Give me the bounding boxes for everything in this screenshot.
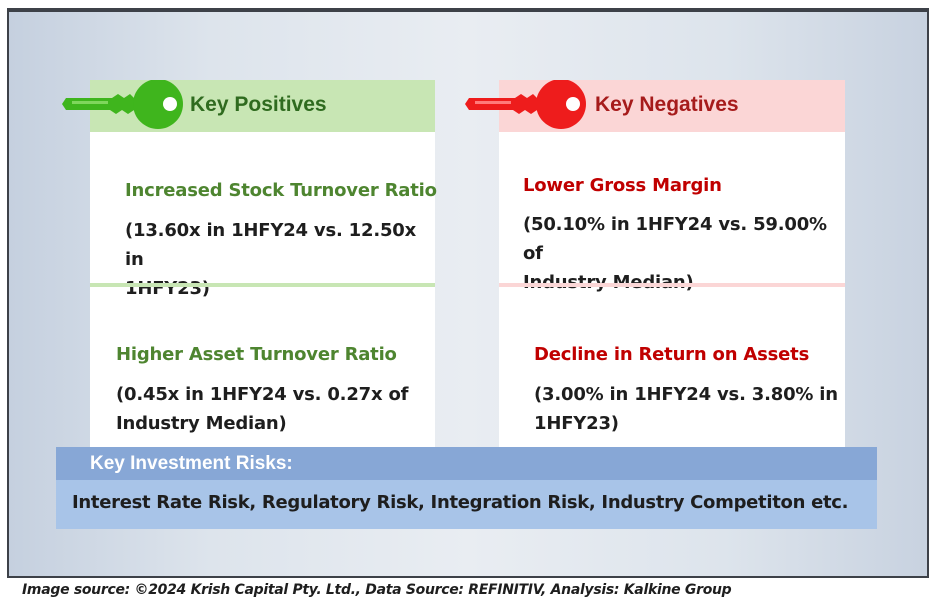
positives-divider — [90, 283, 435, 287]
risks-text: Interest Rate Risk, Regulatory Risk, Int… — [72, 492, 849, 513]
risks-title: Key Investment Risks: — [90, 453, 293, 474]
image-source-caption: Image source: ©2024 Krish Capital Pty. L… — [22, 582, 732, 598]
red-key-icon — [465, 80, 586, 129]
key-positives-title: Key Positives — [190, 93, 327, 116]
negative-item-detail: (50.10% in 1HFY24 vs. 59.00% of Industry… — [523, 214, 827, 293]
negatives-divider — [499, 283, 845, 287]
green-key-icon — [62, 80, 183, 129]
positive-item-title: Increased Stock Turnover Ratio — [125, 180, 437, 201]
positive-item-title: Higher Asset Turnover Ratio — [116, 344, 397, 365]
key-negatives-panel: Key Negatives Lower Gross Margin (50.10%… — [465, 80, 845, 450]
negative-item-title: Decline in Return on Assets — [534, 344, 810, 365]
key-positives-panel: Key Positives Increased Stock Turnover R… — [62, 80, 437, 450]
key-negatives-title: Key Negatives — [595, 93, 739, 116]
key-investment-risks: Key Investment Risks: Interest Rate Risk… — [56, 447, 877, 529]
negative-item-detail: (3.00% in 1HFY24 vs. 3.80% in 1HFY23) — [534, 384, 838, 434]
risks-body: Interest Rate Risk, Regulatory Risk, Int… — [56, 480, 877, 529]
positive-item-detail: (0.45x in 1HFY24 vs. 0.27x of Industry M… — [116, 384, 409, 434]
risks-header: Key Investment Risks: — [56, 447, 877, 480]
positive-item-detail: (13.60x in 1HFY24 vs. 12.50x in 1HFY23) — [125, 220, 417, 299]
negative-item-title: Lower Gross Margin — [523, 175, 722, 196]
